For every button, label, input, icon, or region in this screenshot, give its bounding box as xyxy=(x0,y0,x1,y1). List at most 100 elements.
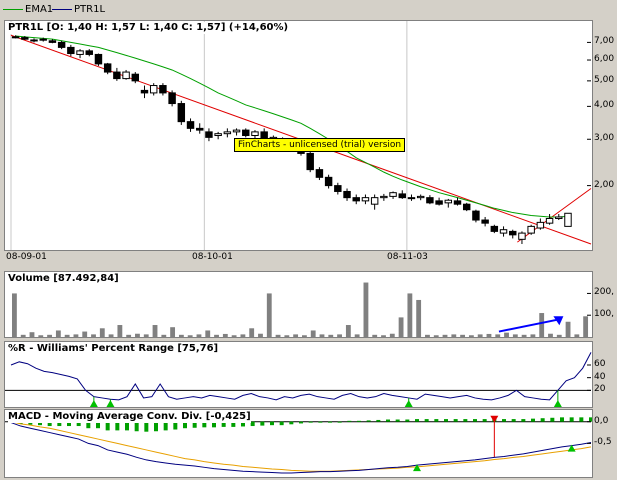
candle-body xyxy=(140,89,149,94)
candle-body xyxy=(564,212,572,227)
volume-bar xyxy=(91,334,96,337)
volume-bar xyxy=(214,334,219,337)
macd-histogram-bar xyxy=(183,421,187,429)
volume-bar xyxy=(135,333,140,337)
macd-histogram-bar xyxy=(57,421,62,427)
macd-histogram-bar xyxy=(395,419,400,422)
volume-ytick-label: 200, xyxy=(594,287,615,298)
volume-bar xyxy=(73,334,79,337)
candle-body xyxy=(103,63,112,73)
x-tick-label-1: 08-09-01 xyxy=(6,252,47,262)
macd-histogram-bar xyxy=(337,421,342,423)
williams-ytick-label: 60 xyxy=(594,359,606,369)
volume-bar xyxy=(319,334,325,337)
candle-body xyxy=(435,200,443,205)
volume-bar xyxy=(460,334,466,337)
candle-body xyxy=(426,197,434,204)
legend-item-ptr1l[interactable]: PTR1L xyxy=(52,4,105,16)
macd-histogram-bar xyxy=(231,421,236,427)
price-ytick-label: 3,00 xyxy=(594,133,615,144)
candle-body xyxy=(536,221,545,229)
macd-panel[interactable]: MACD - Moving Average Conv. Div. [-0,425… xyxy=(4,409,593,478)
macd-histogram-bar xyxy=(105,421,110,431)
candle-body xyxy=(334,185,342,192)
candle-body xyxy=(94,53,103,65)
candle-body xyxy=(39,38,47,41)
volume-chart-svg xyxy=(12,282,591,337)
ema-line-swatch xyxy=(3,8,23,10)
macd-histogram-bar xyxy=(270,421,274,426)
williams-signal-marker xyxy=(106,400,115,407)
macd-histogram-bar xyxy=(405,419,410,422)
volume-bar xyxy=(249,328,255,337)
williams-line xyxy=(10,352,592,401)
macd-histogram-bar xyxy=(328,421,332,423)
candle-body xyxy=(444,199,453,204)
candle-body xyxy=(242,129,250,137)
candle-body xyxy=(509,230,517,236)
candle-body xyxy=(177,103,186,123)
candle-body xyxy=(324,176,333,187)
candle-body xyxy=(168,92,176,105)
candle-body xyxy=(186,121,195,129)
price-panel[interactable]: PTR1L [O: 1,40 H: 1,57 L: 1,40 C: 1,57] … xyxy=(4,20,593,251)
macd-histogram-bar xyxy=(241,421,245,427)
volume-bar xyxy=(38,335,44,337)
macd-axis: 0,0 -0,5 xyxy=(594,409,617,478)
candle-body xyxy=(113,71,121,80)
candle-body xyxy=(30,39,38,42)
macd-histogram-bar xyxy=(550,417,555,422)
volume-bar xyxy=(293,334,299,337)
macd-histogram-bar xyxy=(221,421,226,427)
volume-bar xyxy=(126,334,132,337)
price-ytick-label: 2,00 xyxy=(594,179,615,190)
volume-panel[interactable]: Volume [87.492,84] xyxy=(4,271,593,338)
macd-histogram-bar xyxy=(560,417,564,422)
macd-signal-line xyxy=(10,421,592,472)
macd-ytick-label: -0,5 xyxy=(594,437,612,448)
macd-histogram-bar xyxy=(67,421,71,427)
williams-panel[interactable]: %R - Williams' Percent Range [75,76] xyxy=(4,341,593,408)
macd-histogram-bar xyxy=(28,421,33,425)
volume-bar xyxy=(345,325,351,337)
volume-bar xyxy=(583,316,589,337)
volume-bar xyxy=(64,334,70,337)
candle-body xyxy=(370,197,379,205)
williams-panel-title: %R - Williams' Percent Range [75,76] xyxy=(8,343,219,355)
macd-histogram-bar xyxy=(163,421,168,431)
macd-line xyxy=(10,422,592,474)
candle-body xyxy=(407,197,416,200)
macd-histogram-bar xyxy=(115,421,120,431)
legend-item-ema1[interactable]: EMA1 xyxy=(3,4,53,16)
price-ytick-label: 7,00 xyxy=(594,36,615,47)
volume-bar xyxy=(442,334,448,337)
macd-histogram-bar xyxy=(192,421,197,428)
volume-bar xyxy=(486,333,492,337)
macd-histogram-bar xyxy=(376,419,381,422)
macd-histogram-bar xyxy=(386,419,390,422)
volume-bar xyxy=(20,334,26,337)
candle-body xyxy=(389,192,397,197)
macd-histogram-bar xyxy=(502,419,506,422)
williams-axis: 60 40 20 xyxy=(594,341,617,408)
macd-histogram-bar xyxy=(589,417,592,422)
volume-bar xyxy=(240,334,246,337)
macd-histogram-bar xyxy=(279,421,284,426)
volume-bar xyxy=(565,321,571,337)
volume-bar xyxy=(178,334,184,337)
volume-bar xyxy=(381,335,386,337)
volume-bar xyxy=(266,293,272,337)
williams-signal-marker xyxy=(89,400,98,407)
macd-chart-svg xyxy=(5,415,592,474)
macd-ytick-label: 0,0 xyxy=(594,415,609,426)
macd-histogram-bar xyxy=(434,419,439,422)
candle-body xyxy=(131,73,140,82)
candle-body xyxy=(251,131,259,137)
volume-bar xyxy=(47,334,52,337)
candle-body xyxy=(196,127,204,131)
candle-body xyxy=(85,50,93,55)
price-axis: 7,00 6,00 5,00 4,00 3,00 2,00 xyxy=(594,20,617,251)
macd-histogram-bar xyxy=(482,419,487,422)
candle-body xyxy=(527,225,535,234)
volume-axis: 200, 100, xyxy=(594,271,617,338)
